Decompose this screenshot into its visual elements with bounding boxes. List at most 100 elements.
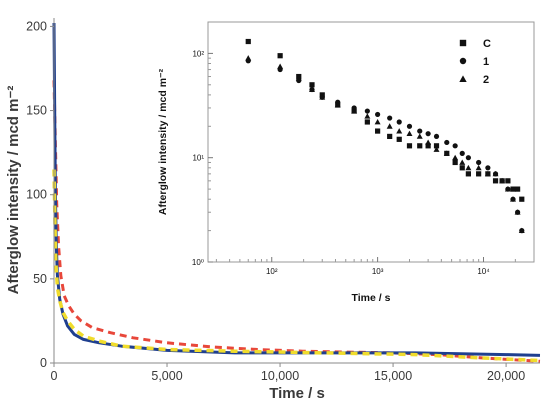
inset-point-2 [396, 128, 403, 134]
main-series-group [52, 22, 541, 363]
main-tick-group: 0 5,000 10,000 15,000 20,000 0 50 100 150 200 [26, 19, 525, 383]
main-y-tick-label: 100 [26, 188, 47, 202]
inset-point-C [476, 171, 482, 177]
inset-point-2 [406, 130, 413, 137]
inset-point-C [277, 53, 283, 59]
inset-tick-group: 10² 10³ 10⁴ 10⁰ 10¹ 10² [192, 49, 516, 276]
inset-point-1 [396, 119, 402, 125]
inset-point-2 [334, 102, 341, 108]
inset-point-C [425, 143, 431, 149]
inset-point-C [433, 143, 440, 149]
inset-x-axis-title: Time / s [352, 292, 391, 304]
inset-point-2 [245, 55, 252, 61]
inset-point-1 [459, 150, 465, 156]
inset-point-1 [375, 111, 381, 118]
inset-point-C [510, 186, 516, 192]
inset-point-2 [433, 146, 440, 152]
inset-point-1 [465, 155, 471, 161]
inset-point-1 [476, 159, 482, 166]
inset-point-C [459, 165, 465, 171]
inset-point-2 [514, 209, 521, 215]
inset-point-C [492, 178, 499, 184]
inset-x-tick-label: 10² [266, 267, 278, 276]
main-y-tick-label: 0 [40, 356, 47, 370]
inset-point-1 [452, 143, 458, 149]
inset-point-C [452, 159, 458, 166]
inset-point-2 [518, 227, 525, 233]
main-y-axis-title: Afterglow intensity / mcd m⁻² [5, 86, 22, 295]
inset-point-C [387, 133, 393, 140]
legend-marker-2 [459, 75, 467, 82]
main-y-tick-label: 50 [33, 272, 47, 286]
inset-background [176, 12, 544, 314]
main-chart: 0 5,000 10,000 15,000 20,000 0 50 100 150 200 Tim… [5, 18, 541, 402]
inset-x-tick-label: 10³ [372, 267, 384, 276]
inset-point-1 [387, 115, 393, 121]
main-series-line-2 [52, 169, 541, 363]
inset-point-C [417, 143, 423, 149]
inset-point-C [364, 119, 370, 125]
inset-point-C [245, 38, 251, 45]
legend-marker-C [459, 39, 467, 47]
inset-point-2 [364, 113, 371, 119]
inset-point-2 [351, 108, 358, 114]
main-x-tick-label: 15,000 [374, 369, 412, 383]
inset-y-tick-label: 10¹ [192, 154, 204, 163]
inset-point-2 [510, 196, 516, 202]
inset-point-2 [459, 159, 466, 165]
inset-point-C [465, 171, 471, 177]
legend-label-C: C [483, 38, 491, 50]
main-y-tick-label: 200 [26, 19, 47, 33]
main-x-tick-label: 0 [51, 369, 58, 383]
main-x-tick-label: 20,000 [487, 369, 525, 383]
main-x-axis-title: Time / s [269, 385, 325, 402]
inset-point-1 [425, 131, 431, 137]
inset-point-C [396, 136, 402, 142]
inset-x-tick-label: 10⁴ [477, 267, 490, 276]
inset-point-2 [443, 150, 450, 156]
inset-point-C [519, 196, 525, 202]
inset-y-axis-title: Afterglow intensity / mcd m⁻² [157, 68, 169, 215]
inset-point-1 [485, 165, 491, 171]
inset-y-tick-label: 10² [192, 49, 204, 58]
inset-point-2 [504, 186, 511, 192]
inset-point-C [406, 143, 413, 149]
legend-marker-1 [459, 57, 467, 65]
legend-label-2: 2 [483, 74, 489, 86]
inset-point-C [505, 178, 511, 184]
inset-point-2 [295, 75, 302, 81]
inset-point-2 [374, 118, 381, 125]
inset-point-1 [444, 139, 450, 146]
main-x-tick-label: 10,000 [261, 369, 299, 383]
inset-point-2 [475, 164, 482, 171]
inset-point-2 [492, 170, 499, 177]
inset-point-2 [416, 133, 423, 139]
inset-point-1 [351, 105, 357, 111]
inset-point-C [309, 82, 315, 88]
inset-points-group [245, 38, 525, 234]
legend-label-1: 1 [483, 56, 489, 68]
inset-point-1 [433, 133, 440, 140]
inset-point-2 [277, 63, 284, 69]
inset-point-1 [417, 128, 423, 134]
inset-point-2 [484, 170, 491, 177]
inset-point-C [375, 128, 381, 134]
inset-point-2 [465, 164, 472, 171]
inset-point-2 [386, 123, 393, 129]
main-x-tick-label: 5,000 [151, 369, 182, 383]
main-series-line-0 [52, 80, 541, 363]
inset-legend: C 1 2 [459, 38, 491, 86]
inset-point-2 [425, 139, 432, 145]
inset-point-1 [406, 123, 413, 129]
inset-point-2 [319, 94, 326, 100]
inset-point-2 [309, 86, 315, 92]
inset-point-2 [452, 154, 459, 161]
inset-y-tick-label: 10⁰ [192, 258, 204, 267]
inset-point-C [515, 186, 521, 192]
inset-chart: 10² 10³ 10⁴ 10⁰ 10¹ 10² C 1 2 Time / s Afterglo… [157, 12, 544, 314]
main-y-tick-label: 150 [26, 104, 47, 118]
inset-point-1 [364, 108, 370, 114]
inset-point-2 [499, 177, 506, 184]
inset-plot-frame [207, 21, 535, 263]
